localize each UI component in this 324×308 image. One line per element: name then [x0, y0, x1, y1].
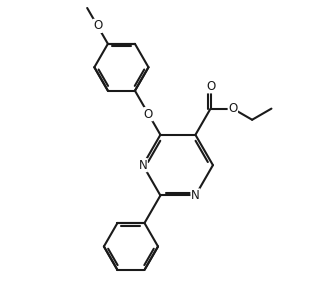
Text: N: N	[191, 189, 200, 202]
Text: O: O	[228, 102, 237, 115]
Text: O: O	[93, 19, 102, 32]
Text: O: O	[206, 80, 215, 93]
Text: N: N	[139, 159, 147, 172]
Text: O: O	[144, 107, 153, 121]
